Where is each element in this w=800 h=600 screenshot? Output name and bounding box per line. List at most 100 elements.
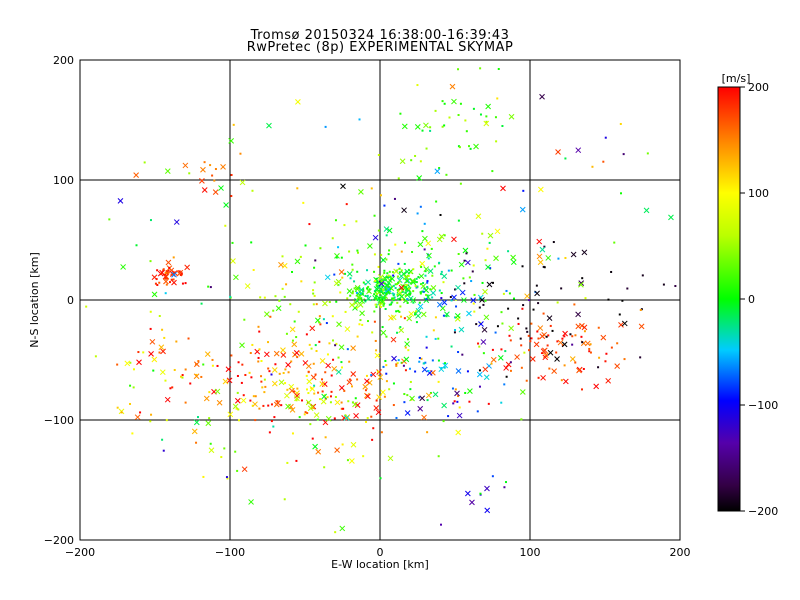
data-point-x-marker [289,407,296,413]
data-point-x-marker [470,297,477,304]
data-point-dot [478,306,481,309]
data-point-dot [383,291,386,294]
data-point-dot [507,307,510,310]
data-point-dot [154,282,157,285]
data-point-x-marker [479,297,485,303]
data-point-dot [433,265,436,268]
data-point-x-marker [325,415,332,422]
data-point-dot [509,361,512,364]
data-point-dot [334,396,337,399]
data-point-dot [435,200,438,203]
data-point-dot [488,241,491,244]
data-point-x-marker [425,240,432,247]
data-point-x-marker [459,289,466,296]
data-point-dot [242,394,245,397]
data-point-dot [504,481,507,484]
data-point-x-marker [355,295,362,301]
data-point-dot [425,147,428,150]
data-point-dot [349,277,352,280]
data-point-dot [291,270,294,273]
data-point-dot [348,250,351,253]
data-point-x-marker [338,269,345,275]
data-point-dot [249,352,252,355]
data-point-dot [477,342,480,345]
data-point-dot [641,274,644,277]
data-point-dot [571,343,574,346]
data-point-dot [156,284,159,287]
data-point-dot [528,299,531,302]
data-point-dot [382,288,385,291]
data-point-x-marker [380,329,387,336]
data-point-x-marker [576,367,582,374]
data-point-dot [403,401,406,404]
data-point-x-marker [313,412,320,418]
data-point-dot [419,205,422,208]
data-point-dot [442,420,445,423]
data-point-dot [241,363,244,366]
data-point-dot [413,280,416,283]
data-point-x-marker [438,233,445,240]
data-point-dot [132,386,135,389]
data-point-dot [397,262,400,265]
data-point-dot [405,283,408,286]
data-point-dot [370,187,373,190]
data-point-x-marker [562,330,568,337]
data-point-dot [167,269,170,272]
data-point-x-marker [149,338,156,345]
data-point-dot [226,477,229,480]
data-point-dot [491,170,494,173]
data-point-dot [375,399,378,402]
data-point-dot [301,399,304,402]
data-point-x-marker [340,183,346,190]
data-point-dot [395,363,398,366]
data-point-dot [440,273,443,276]
data-point-x-marker [280,347,286,353]
data-point-dot [337,246,340,249]
data-point-dot [457,219,460,222]
data-point-dot [312,406,315,409]
data-point-x-marker [160,348,166,355]
data-point-dot [366,294,369,297]
data-point-x-marker [409,278,416,285]
data-point-dot [318,398,321,401]
data-point-dot [383,297,386,300]
data-point-dot [574,361,577,364]
data-point-dot [172,256,175,259]
data-point-dot [426,399,429,402]
data-point-x-marker [148,351,154,357]
data-point-dot [139,411,142,414]
data-point-dot [169,387,172,390]
data-point-dot [197,416,200,419]
data-point-dot [267,404,270,407]
data-point-dot [434,316,437,319]
data-point-x-marker [136,359,142,366]
data-point-dot [429,126,432,129]
data-point-dot [269,315,272,318]
data-point-dot [543,266,546,269]
data-point-dot [278,299,281,302]
data-point-dot [482,303,485,306]
data-point-dot [430,247,433,250]
data-point-dot [482,352,485,355]
data-point-dot [318,321,321,324]
data-point-x-marker [240,397,247,404]
data-point-dot [473,310,476,313]
data-point-dot [366,269,369,272]
data-point-dot [416,212,419,215]
data-point-dot [270,403,273,406]
data-point-dot [356,249,359,252]
data-point-dot [384,307,387,310]
data-point-x-marker [201,187,208,193]
data-point-dot [326,353,329,356]
x-tick-label: −200 [65,546,95,559]
data-point-x-marker [578,281,584,288]
data-point-x-marker [466,310,472,317]
data-point-dot [351,292,354,295]
data-point-x-marker [230,258,236,264]
data-point-dot [376,285,379,288]
data-point-dot [355,220,358,223]
data-point-dot [429,129,432,132]
data-point-dot [180,272,183,275]
data-point-x-marker [551,368,558,375]
data-point-x-marker [200,166,206,173]
